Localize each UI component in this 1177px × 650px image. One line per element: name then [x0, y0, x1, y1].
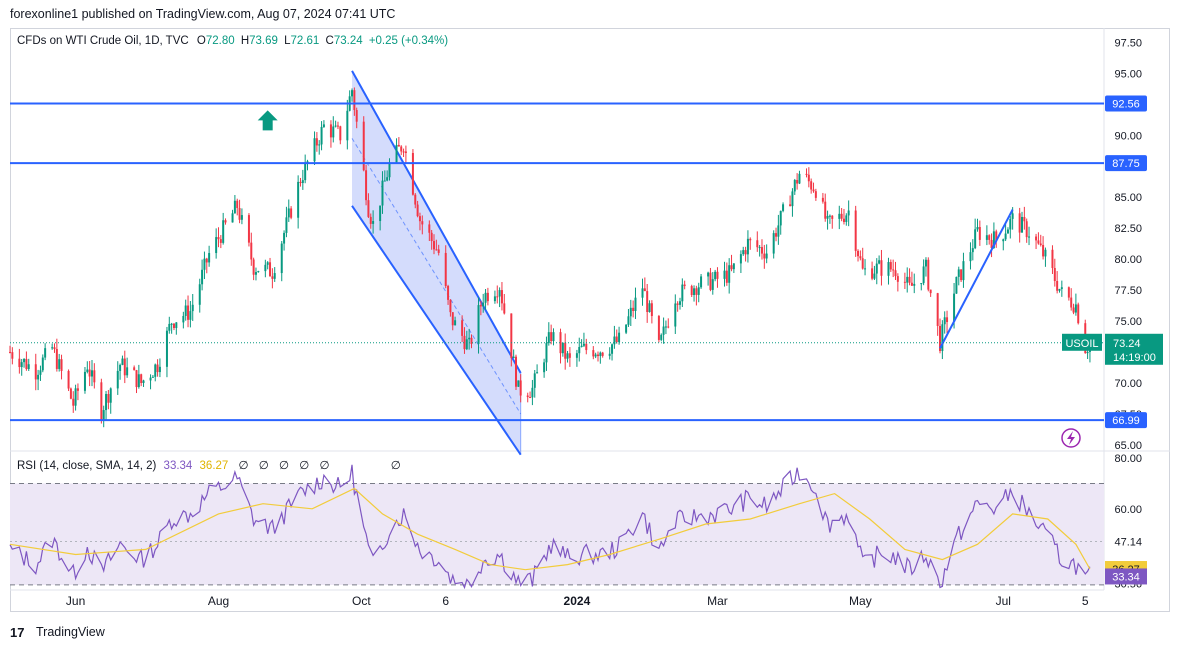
empty-set-icon: ∅	[319, 460, 330, 472]
open-label: O	[196, 35, 206, 47]
low-value: 72.61	[290, 35, 320, 47]
rsi-legend-value: 33.34	[163, 460, 193, 472]
tradingview-footer: 17 TradingView	[10, 625, 105, 639]
close-value: 73.24	[333, 35, 363, 47]
published-by-line: forexonline1 published on TradingView.co…	[10, 7, 396, 21]
low-label: L	[284, 35, 291, 47]
open-value: 72.80	[205, 35, 235, 47]
tradingview-brand: TradingView	[36, 625, 105, 639]
high-label: H	[240, 35, 250, 47]
sma-legend-value: 36.27	[199, 460, 229, 472]
chart-frame	[10, 28, 1170, 612]
empty-set-icon: ∅	[390, 460, 401, 472]
empty-set-icon: ∅	[238, 460, 249, 472]
rsi-legend: RSI (14, close, SMA, 14, 2) 33.34 36.27 …	[17, 458, 401, 472]
tradingview-logo-icon: 17	[10, 625, 24, 639]
tradingview-logo-mark: 17	[10, 625, 24, 639]
empty-set-icon: ∅	[278, 460, 290, 472]
rsi-title[interactable]: RSI (14, close, SMA, 14, 2)	[17, 460, 157, 472]
close-label: C	[325, 35, 334, 47]
change-value: +0.25 (+0.34%)	[368, 35, 449, 47]
empty-set-icon: ∅	[258, 460, 269, 472]
high-value: 73.69	[249, 35, 278, 47]
empty-set-icon: ∅	[299, 460, 310, 472]
symbol-legend: CFDs on WTI Crude Oil, 1D, TVC O72.80 H7…	[17, 35, 448, 47]
symbol-name[interactable]: CFDs on WTI Crude Oil, 1D, TVC	[17, 35, 189, 47]
